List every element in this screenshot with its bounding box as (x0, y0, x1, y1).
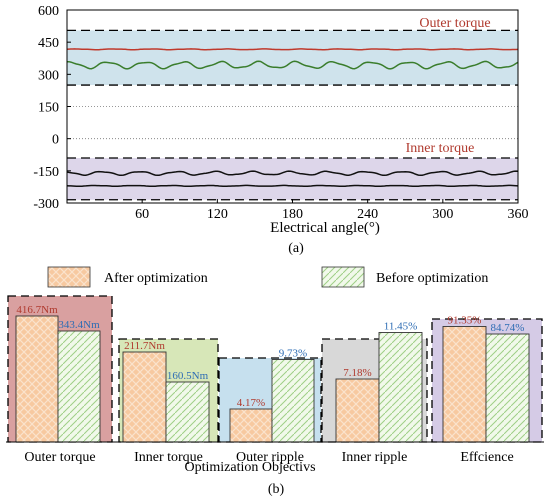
series-line-2 (66, 170, 519, 177)
bar-after-4 (442, 326, 487, 443)
series-line-3 (66, 184, 519, 188)
band-0 (67, 30, 518, 86)
category-label: Outer ripple (236, 450, 304, 465)
bar-before-4 (485, 333, 530, 443)
y-tick-label: 600 (38, 4, 59, 19)
data-label: 416.7Nm (16, 304, 58, 316)
legend-label-before: Before optimization (376, 271, 488, 286)
annotation-inner-torque: Inner torque (406, 141, 475, 156)
y-tick-label: 300 (38, 68, 59, 83)
y-tick-label: 150 (38, 101, 59, 116)
y-tick-label: 0 (52, 133, 59, 148)
series-line-0 (66, 48, 519, 51)
category-label: Inner torque (134, 450, 203, 465)
data-label: 343.4Nm (58, 319, 100, 331)
band-1 (67, 157, 518, 200)
y-tick-label: 450 (38, 36, 59, 51)
x-axis-label: Electrical angle(°) (270, 220, 380, 236)
category-label: Outer torque (24, 450, 95, 465)
bar-before-1 (165, 381, 210, 443)
annotation-outer-torque: Outer torque (419, 16, 490, 31)
x-tick-label: 180 (282, 207, 303, 222)
x-ticks: 60 120 180 240 300 360 (135, 199, 529, 222)
bar-before-3 (378, 332, 423, 443)
bar-after-2 (229, 408, 273, 443)
x-tick-label: 300 (432, 207, 453, 222)
reference-lines (67, 106, 518, 140)
series-line-1 (67, 60, 519, 70)
series-lines (66, 48, 519, 188)
legend-label-after: After optimization (104, 271, 208, 286)
y-ticks: 600 450 300 150 0 -150 -300 (33, 4, 71, 212)
bar-after-1 (122, 351, 167, 443)
y-tick-label: -300 (33, 197, 59, 212)
data-label: 4.17% (237, 397, 265, 409)
data-label: 7.18% (343, 367, 371, 379)
y-tick-label: -150 (33, 165, 59, 180)
data-label: 9.73% (279, 348, 307, 360)
data-label: 91.35% (448, 315, 482, 327)
data-label: 211.7Nm (124, 340, 165, 352)
panel-label-b: (b) (268, 482, 285, 497)
x-tick-label: 60 (135, 207, 149, 222)
x-axis-label: Optimization Objectivs (184, 460, 315, 475)
x-tick-label: 120 (207, 207, 228, 222)
x-tick-label: 360 (508, 207, 529, 222)
x-tick-label: 240 (357, 207, 378, 222)
data-label: 11.45% (384, 321, 418, 333)
bar-after-3 (335, 378, 380, 443)
bar-before-2 (271, 359, 315, 443)
legend: After optimization Before optimization (47, 266, 488, 288)
legend-swatch-before (321, 266, 365, 288)
category-label: Effcience (460, 450, 513, 465)
bar-after-0 (15, 315, 59, 443)
bar-before-0 (57, 330, 101, 443)
category-label: Inner ripple (342, 450, 408, 465)
panel-label-a: (a) (288, 241, 304, 256)
data-label: 160.5Nm (167, 370, 209, 382)
legend-swatch-after (47, 266, 91, 288)
background-bands (67, 29, 518, 201)
data-label: 84.74% (491, 322, 525, 334)
